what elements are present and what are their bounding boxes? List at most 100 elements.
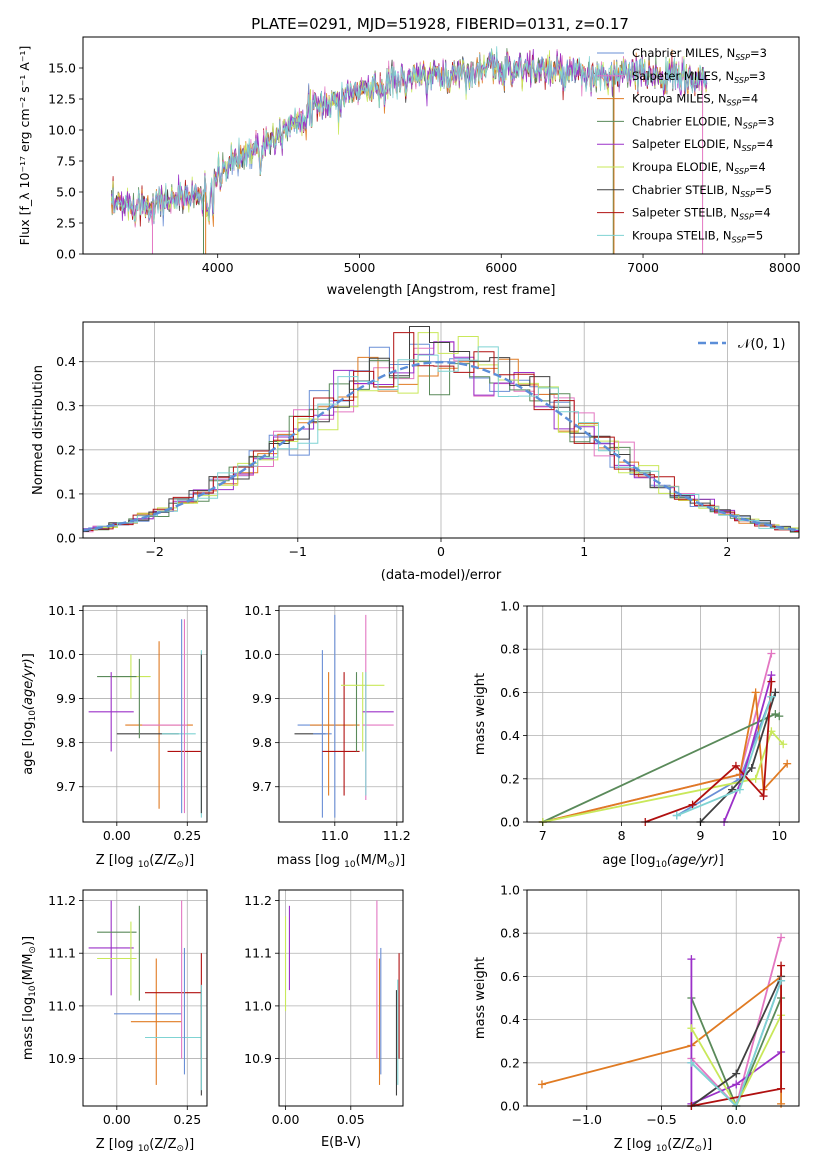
- x-axis-label: wavelength [Angstrom, rest frame]: [327, 283, 556, 298]
- legend-label: Salpeter MILES, NSSP=3: [632, 69, 766, 85]
- y-tick-label: 0.8: [500, 642, 520, 657]
- plot-frame: [82, 889, 208, 1107]
- weight_vs_Z-axes: −1.0 −0.5 0.0 0.0 0.2 0.4 0.6 0.8 1.0 mass weight…: [473, 883, 800, 1154]
- x-axis-label: Z [log 10(Z/Z⊙)]: [96, 853, 194, 870]
- plot-frame: [278, 605, 404, 823]
- y-tick-label: 5.0: [56, 185, 76, 200]
- y-tick-label: 0.3: [56, 398, 76, 413]
- x-tick-label: −0.5: [646, 1112, 676, 1127]
- x-tick-label: 0.05: [337, 1112, 365, 1127]
- plot-frame: [278, 889, 404, 1107]
- x-tick-label: 0.0: [726, 1112, 746, 1127]
- x-tick-label: 0.25: [173, 1112, 201, 1127]
- x-tick-label: 4000: [202, 260, 234, 275]
- spectrum-axes: 4000 5000 6000 7000 8000 0.0 2.5 5.0 7.5 10.0 12.5…: [17, 36, 801, 298]
- y-tick-label: 0.0: [500, 1099, 520, 1114]
- y-axis-label: Normed distribution: [31, 365, 46, 495]
- legend: Chabrier MILES, NSSP=3 Salpeter MILES, NS…: [597, 46, 774, 244]
- y-tick-label: 0.4: [500, 1012, 520, 1027]
- y-tick-label: 11.2: [48, 893, 76, 908]
- legend-label: Chabrier STELIB, NSSP=5: [632, 183, 772, 199]
- y-tick-label: 1.0: [500, 599, 520, 614]
- y-tick-label: 9.7: [56, 779, 76, 794]
- x-tick-label: 0.00: [272, 1112, 300, 1127]
- x-tick-label: 2: [723, 544, 731, 559]
- residuals-axes: −2 −1 0 1 2 0.0 0.1 0.2 0.3 0.4 (data-model)/error…: [31, 321, 800, 583]
- y-tick-label: 7.5: [56, 154, 76, 169]
- y-tick-label: 0.4: [56, 354, 76, 369]
- x-tick-label: 9: [696, 828, 704, 843]
- plot-frame: [82, 36, 800, 255]
- y-tick-label: 15.0: [48, 61, 76, 76]
- y-tick-label: 11.1: [244, 946, 272, 961]
- y-tick-label: 0.1: [56, 486, 76, 501]
- x-tick-label: −1.0: [572, 1112, 602, 1127]
- y-axis-label: age [log10(age/yr)]: [21, 653, 38, 775]
- errorbars: [88, 900, 202, 1096]
- y-tick-label: 0.2: [500, 771, 520, 786]
- legend-label: 𝒩(0, 1): [738, 337, 785, 352]
- plot-frame: [82, 605, 208, 823]
- age_vs_mass-axes: 11.0 11.2 9.7 9.8 9.9 10.0 10.1 mass [log 10(M/…: [244, 603, 411, 870]
- y-axis-label: mass weight: [473, 673, 488, 755]
- legend-label: Kroupa STELIB, NSSP=5: [632, 228, 763, 244]
- x-tick-label: 1: [580, 544, 588, 559]
- x-axis-label: E(B-V): [321, 1135, 361, 1150]
- weight-line-5: [542, 729, 784, 823]
- x-tick-label: −2: [145, 544, 163, 559]
- y-tick-label: 11.1: [48, 946, 76, 961]
- y-axis-label: mass weight: [473, 957, 488, 1039]
- weight_vs_age-axes: 7 8 9 10 0.0 0.2 0.4 0.6 0.8 1.0 mass weight age [l…: [473, 599, 800, 870]
- legend-label: Kroupa MILES, NSSP=4: [632, 92, 758, 108]
- y-tick-label: 10.0: [244, 647, 272, 662]
- y-tick-label: 10.0: [48, 123, 76, 138]
- x-tick-label: 0.00: [103, 1112, 131, 1127]
- x-tick-label: 11.0: [321, 828, 349, 843]
- y-tick-label: 9.8: [252, 735, 272, 750]
- x-tick-label: 8000: [769, 260, 801, 275]
- y-tick-label: 10.1: [244, 603, 272, 618]
- y-tick-label: 11.0: [244, 998, 272, 1013]
- y-tick-label: 0.4: [500, 728, 520, 743]
- x-tick-label: 5000: [344, 260, 376, 275]
- x-tick-label: 7000: [627, 260, 659, 275]
- y-axis-label: mass [log10(M/M⊙)]: [21, 936, 38, 1060]
- x-tick-label: 0: [437, 544, 445, 559]
- legend-label: Salpeter STELIB, NSSP=4: [632, 206, 771, 222]
- x-tick-label: 11.2: [383, 828, 411, 843]
- legend-label: Kroupa ELODIE, NSSP=4: [632, 160, 766, 176]
- x-tick-label: 0.00: [103, 828, 131, 843]
- x-tick-label: −1: [289, 544, 307, 559]
- mass_vs_EBV-axes: 0.00 0.05 10.9 11.0 11.1 11.2 E(B-V): [244, 889, 404, 1150]
- histogram-4: [83, 341, 799, 531]
- spectrum-line-8: [111, 46, 708, 222]
- weight-line-1: [542, 653, 773, 823]
- y-tick-label: 0.6: [500, 685, 520, 700]
- y-axis-label: Flux [f_λ 10⁻¹⁷ erg cm⁻² s⁻¹ A⁻¹]: [17, 46, 32, 246]
- x-tick-label: 0.25: [173, 828, 201, 843]
- weight-line-6: [699, 692, 777, 823]
- y-tick-label: 0.2: [56, 442, 76, 457]
- x-axis-label: mass [log 10(M/M⊙)]: [277, 853, 405, 870]
- x-axis-label: Z [log 10(Z/Z⊙)]: [96, 1137, 194, 1154]
- y-tick-label: 9.9: [252, 691, 272, 706]
- x-tick-label: 6000: [485, 260, 517, 275]
- y-tick-label: 12.5: [48, 92, 76, 107]
- errorbars: [294, 614, 394, 818]
- x-tick-label: 10: [771, 828, 787, 843]
- plot-frame: [526, 889, 800, 1107]
- legend-label: Chabrier MILES, NSSP=3: [632, 46, 767, 62]
- legend-label: Chabrier ELODIE, NSSP=3: [632, 114, 774, 130]
- errorbars: [284, 900, 400, 1096]
- y-tick-label: 11.0: [48, 998, 76, 1013]
- x-axis-label: (data-model)/error: [381, 568, 502, 583]
- y-tick-label: 9.7: [252, 779, 272, 794]
- y-tick-label: 0.0: [56, 247, 76, 262]
- x-axis-label: Z [log 10(Z/Z⊙)]: [614, 1137, 712, 1154]
- x-tick-label: 7: [539, 828, 547, 843]
- y-tick-label: 10.0: [48, 647, 76, 662]
- x-axis-label: age [log10(age/yr)]: [602, 853, 724, 870]
- age_vs_Z-axes: 0.00 0.25 9.7 9.8 9.9 10.0 10.1 Z [log 10(Z/Z⊙)…: [21, 603, 208, 870]
- normal-curve: [82, 360, 800, 532]
